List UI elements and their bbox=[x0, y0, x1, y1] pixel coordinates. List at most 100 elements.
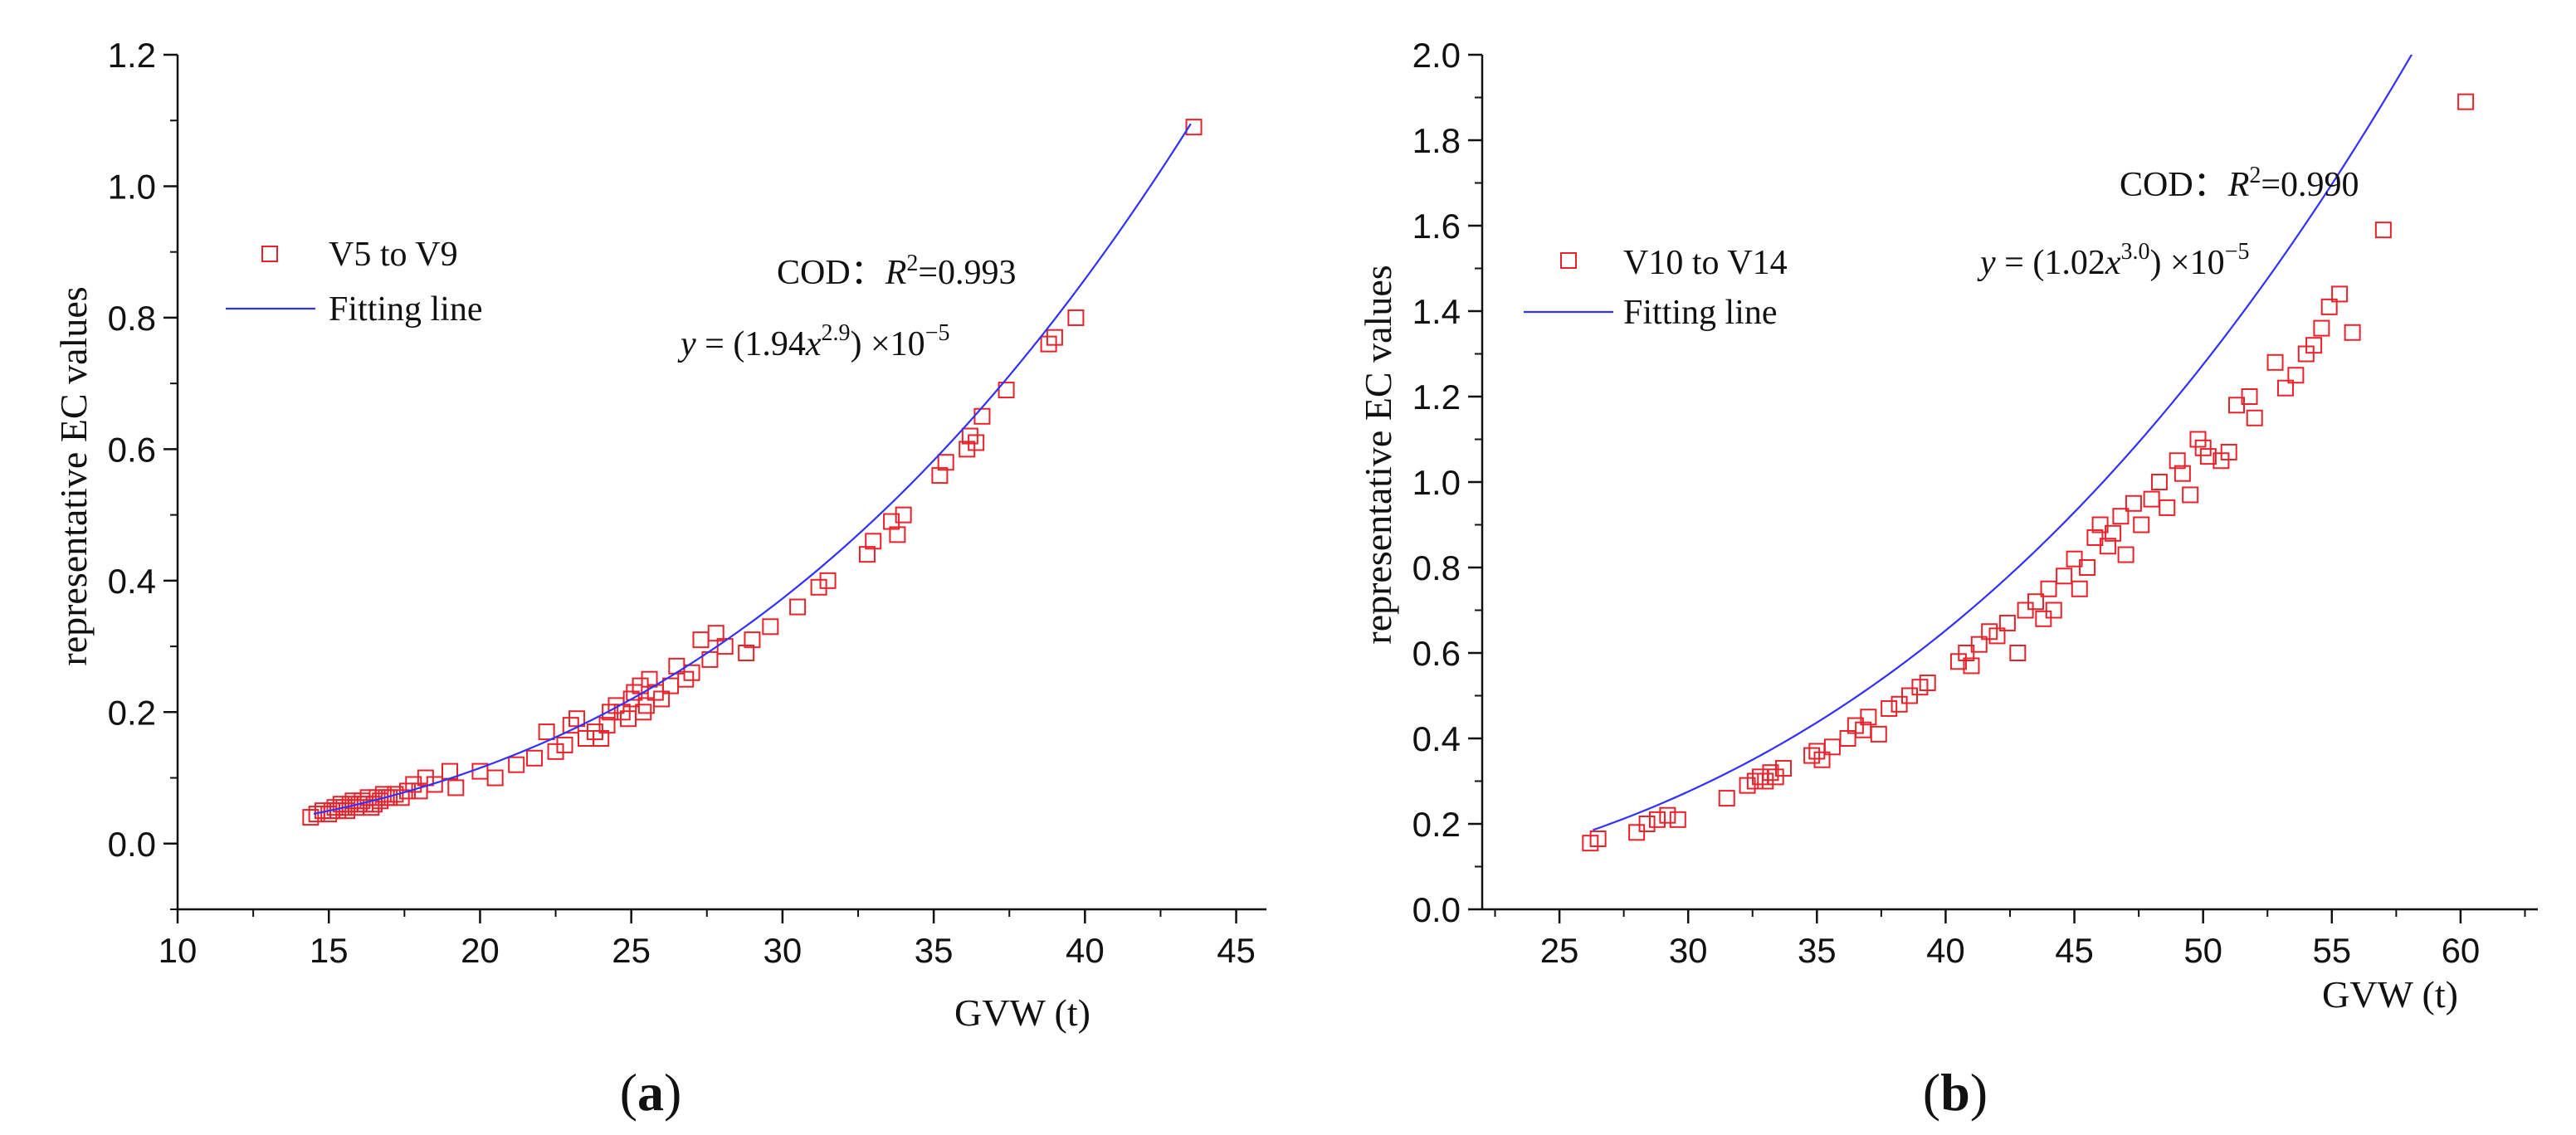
data-point-b bbox=[1758, 774, 1773, 789]
data-point-b bbox=[2345, 325, 2360, 340]
fit-equation-b: y = (1.02x3.0) ×10−5 bbox=[1977, 239, 2249, 282]
y-tick-label-b: 1.0 bbox=[1412, 463, 1461, 502]
data-point-b bbox=[2152, 475, 2167, 490]
data-point-a bbox=[790, 600, 805, 615]
x-tick-label-b: 35 bbox=[1798, 931, 1837, 970]
data-point-b bbox=[1804, 748, 1819, 763]
y-tick-label-b: 1.2 bbox=[1412, 378, 1461, 416]
data-point-b bbox=[1671, 812, 1686, 827]
cod-label-a: COD：R2=0.993 bbox=[777, 251, 1017, 292]
panel-label-b: (b) bbox=[1923, 1063, 1988, 1122]
data-point-b bbox=[2036, 611, 2051, 626]
y-tick-label-b: 1.4 bbox=[1412, 292, 1461, 331]
y-tick-label-b: 0.6 bbox=[1412, 634, 1461, 673]
y-tick-label-a: 1.0 bbox=[108, 167, 156, 206]
data-point-a bbox=[509, 757, 524, 772]
y-tick-label-a: 0.4 bbox=[108, 562, 156, 601]
data-point-a bbox=[527, 751, 542, 766]
data-point-a bbox=[821, 573, 836, 588]
data-point-b bbox=[2056, 568, 2071, 583]
data-point-b bbox=[1640, 816, 1655, 831]
data-point-a bbox=[539, 724, 554, 739]
data-point-b bbox=[2072, 582, 2087, 597]
data-point-b bbox=[1871, 727, 1886, 742]
x-tick-label-b: 30 bbox=[1669, 931, 1708, 970]
data-point-b bbox=[1902, 689, 1917, 704]
x-tick-label-a: 30 bbox=[764, 931, 803, 970]
data-point-b bbox=[2376, 222, 2391, 237]
x-tick-label-a: 40 bbox=[1066, 931, 1105, 970]
x-axis-title-a: GVW (t) bbox=[954, 991, 1090, 1034]
data-point-b bbox=[2159, 500, 2174, 515]
y-tick-label-a: 1.2 bbox=[108, 36, 156, 75]
y-axis-title-b: representative EC values bbox=[1357, 265, 1399, 644]
legend-label-scatter-b: V10 to V14 bbox=[1623, 244, 1788, 282]
data-point-a bbox=[1068, 310, 1083, 325]
data-point-b bbox=[2190, 432, 2205, 447]
data-point-b bbox=[2314, 321, 2329, 336]
x-tick-label-a: 10 bbox=[159, 931, 198, 970]
data-point-a bbox=[1047, 330, 1062, 345]
data-point-b bbox=[1881, 701, 1896, 716]
legend-marker-scatter-b bbox=[1561, 253, 1576, 268]
data-point-b bbox=[2247, 411, 2262, 426]
figure: 10 15 20 25 30 35 40 45 0.0 0.2 0.4 0.6 0.8 1.0 1.2 re… bbox=[0, 0, 2576, 1135]
fit-line-b bbox=[1593, 0, 2466, 830]
axes-b: 25 30 35 40 45 50 55 60 0.0 0.2 0.4 0.6 0.8 1.0 1.2 1.4… bbox=[1412, 36, 2538, 970]
y-tick-label-b: 1.8 bbox=[1412, 121, 1461, 160]
legend-b: V10 to V14 Fitting line bbox=[1524, 244, 1788, 332]
x-tick-label-b: 25 bbox=[1540, 931, 1579, 970]
data-point-b bbox=[1650, 812, 1665, 827]
y-tick-label-a: 0.8 bbox=[108, 299, 156, 338]
legend-label-line-b: Fitting line bbox=[1623, 294, 1778, 332]
x-tick-label-a: 35 bbox=[915, 931, 954, 970]
data-point-b bbox=[2144, 492, 2159, 507]
scatter-points-a bbox=[303, 119, 1201, 825]
data-point-a bbox=[974, 409, 989, 424]
data-point-a bbox=[488, 771, 503, 786]
data-point-a bbox=[448, 780, 463, 795]
chart-panel-b: 25 30 35 40 45 50 55 60 0.0 0.2 0.4 0.6 0.8 1.0 1.2 1.4… bbox=[1357, 0, 2538, 1122]
y-tick-label-b: 0.8 bbox=[1412, 548, 1461, 587]
annotation-a: COD：R2=0.993 y = (1.94x2.9) ×10−5 bbox=[677, 251, 1017, 363]
y-tick-label-b: 0.4 bbox=[1412, 719, 1461, 758]
data-point-b bbox=[2119, 548, 2134, 563]
data-point-b bbox=[2134, 518, 2149, 533]
data-point-b bbox=[2458, 95, 2473, 110]
x-tick-label-b: 45 bbox=[2055, 931, 2094, 970]
legend-label-scatter-a: V5 to V9 bbox=[329, 236, 458, 274]
legend-a: V5 to V9 Fitting line bbox=[226, 236, 483, 329]
chart-panel-a: 10 15 20 25 30 35 40 45 0.0 0.2 0.4 0.6 0.8 1.0 1.2 re… bbox=[52, 36, 1266, 1122]
data-point-b bbox=[2010, 645, 2025, 660]
data-point-a bbox=[549, 744, 564, 759]
data-point-b bbox=[2183, 487, 2198, 502]
fit-equation-a: y = (1.94x2.9) ×10−5 bbox=[677, 320, 949, 363]
cod-label-b: COD：R2=0.990 bbox=[2120, 163, 2359, 204]
data-point-b bbox=[1660, 808, 1675, 823]
y-tick-label-a: 0.0 bbox=[108, 825, 156, 864]
y-tick-label-a: 0.6 bbox=[108, 430, 156, 469]
x-tick-label-a: 20 bbox=[461, 931, 500, 970]
legend-marker-scatter-a bbox=[262, 246, 277, 261]
y-tick-label-a: 0.2 bbox=[108, 693, 156, 732]
y-tick-label-b: 2.0 bbox=[1412, 36, 1461, 75]
data-point-b bbox=[2268, 355, 2283, 370]
x-tick-label-b: 40 bbox=[1926, 931, 1965, 970]
data-point-b bbox=[2018, 603, 2033, 618]
x-axis-title-b: GVW (t) bbox=[2322, 973, 2458, 1016]
x-tick-label-b: 50 bbox=[2183, 931, 2222, 970]
data-point-b bbox=[2047, 603, 2061, 618]
data-point-a bbox=[812, 580, 827, 595]
annotation-b: COD：R2=0.990 y = (1.02x3.0) ×10−5 bbox=[1977, 163, 2359, 282]
panel-label-a: (a) bbox=[620, 1063, 682, 1122]
fit-line-a bbox=[314, 124, 1191, 814]
x-tick-label-b: 55 bbox=[2312, 931, 2351, 970]
data-point-a bbox=[763, 619, 778, 634]
scatter-points-b bbox=[1583, 95, 2473, 851]
legend-label-line-a: Fitting line bbox=[329, 290, 483, 329]
x-tick-label-a: 15 bbox=[310, 931, 349, 970]
data-point-b bbox=[2196, 441, 2211, 455]
data-point-a bbox=[693, 632, 708, 647]
x-tick-label-b: 60 bbox=[2442, 931, 2481, 970]
y-tick-label-b: 0.0 bbox=[1412, 890, 1461, 929]
